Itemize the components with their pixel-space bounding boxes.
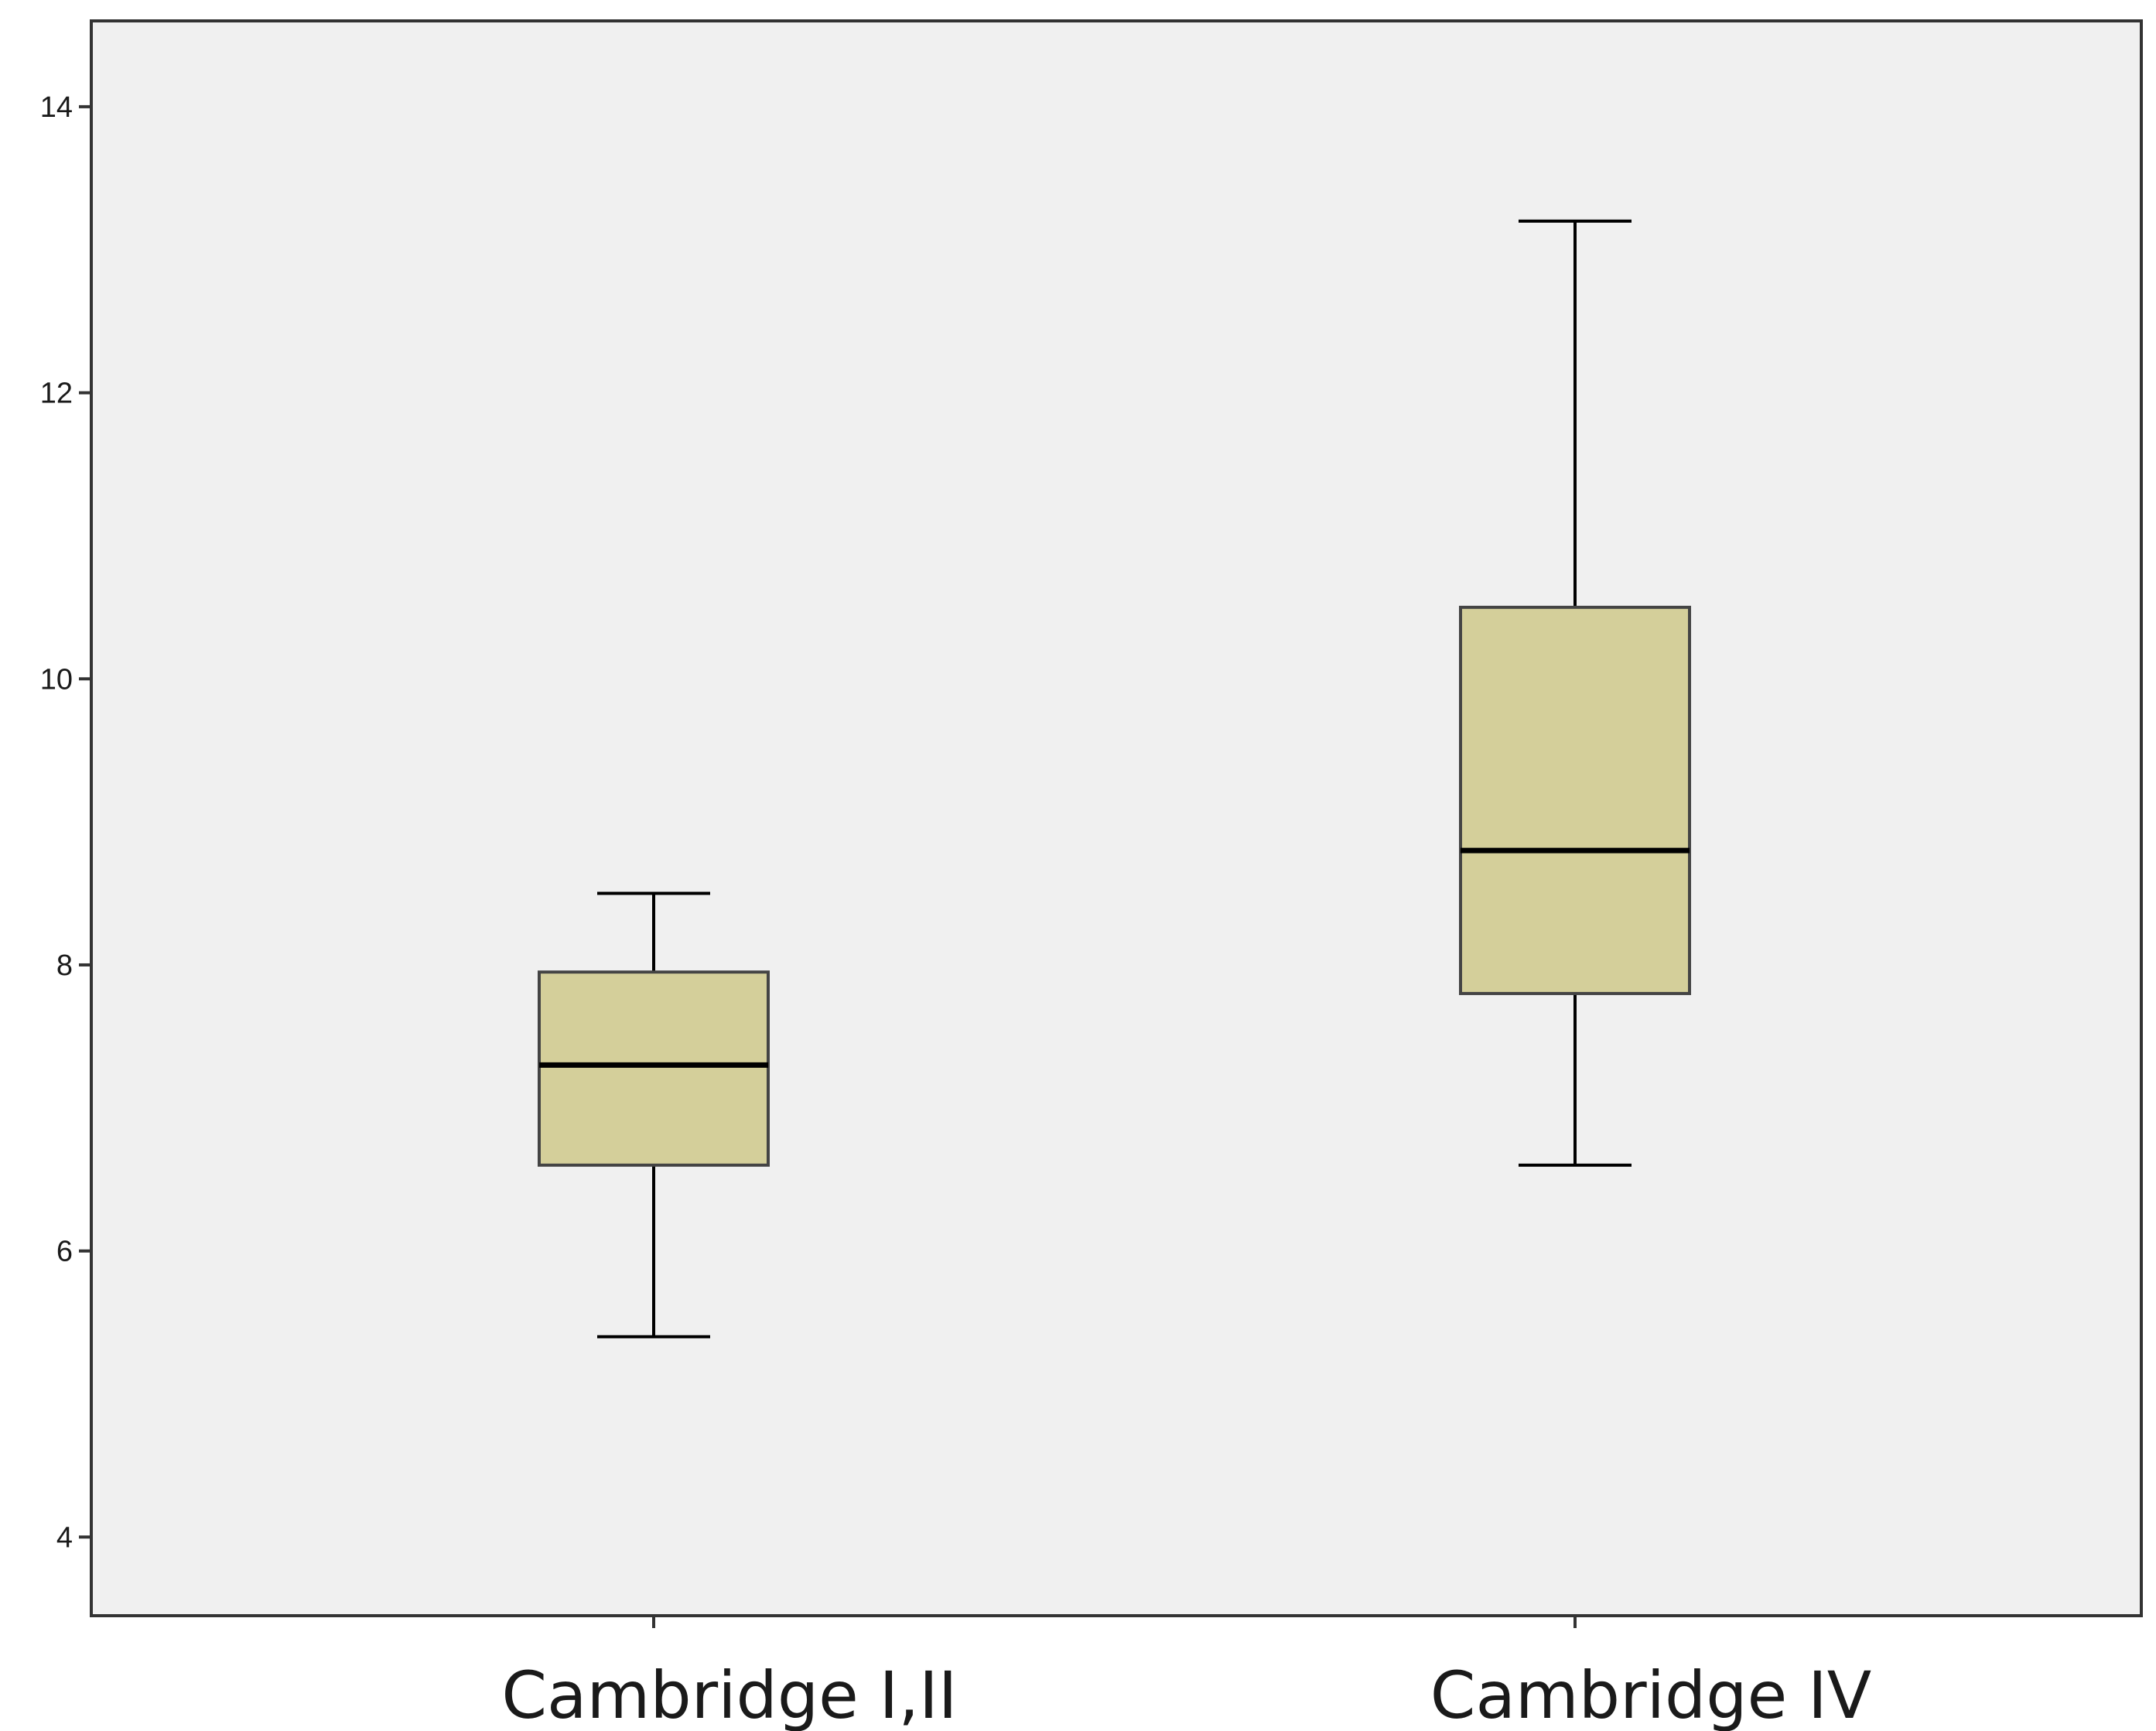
iqr-box (538, 970, 770, 1167)
box-series (538, 219, 1691, 1339)
iqr-box (1459, 605, 1691, 995)
y-tick-label: 6 (56, 1236, 73, 1268)
x-category-label: Cambridge IV (1430, 1657, 1871, 1731)
y-axis: 4 6 8 10 12 14 (40, 91, 91, 1554)
box-plot-item (1459, 219, 1691, 1167)
y-tick-label: 14 (40, 91, 73, 124)
x-category-label: Cambridge I,II (501, 1657, 957, 1731)
y-tick-label: 10 (40, 663, 73, 696)
x-axis: Cambridge I,II Cambridge IV (501, 1616, 1871, 1731)
y-tick-label: 12 (40, 378, 73, 410)
y-tick-label: 8 (56, 949, 73, 982)
plot-area (90, 19, 2143, 1617)
box-plot-item (538, 891, 770, 1339)
y-tick-label: 4 (56, 1521, 73, 1554)
